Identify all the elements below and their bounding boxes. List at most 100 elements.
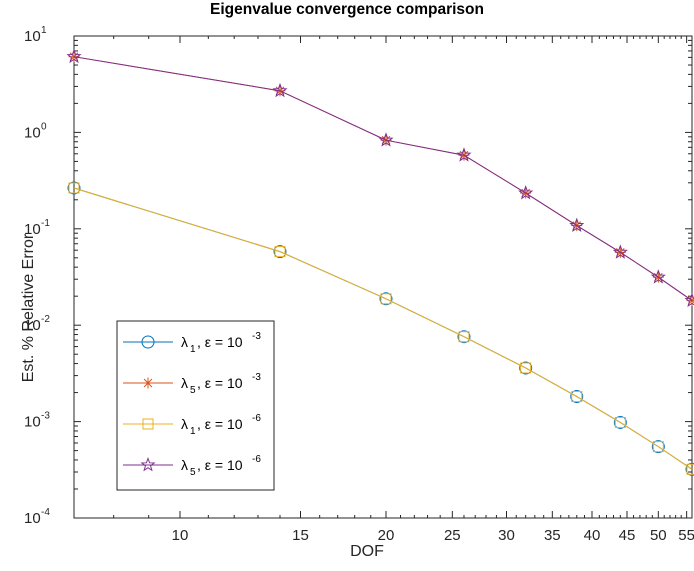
legend-exponent: -3 <box>252 331 261 342</box>
legend-exponent: -6 <box>252 454 261 465</box>
marker-pentagram <box>272 82 288 98</box>
marker-circle <box>613 415 627 429</box>
x-tick-label: 10 <box>172 527 189 544</box>
data-point-series-3 <box>652 441 664 453</box>
data-point-series-3 <box>458 331 470 343</box>
legend-marker-3 <box>142 418 154 430</box>
legend-symbol: λ <box>181 334 188 350</box>
x-tick-label: 50 <box>650 527 667 544</box>
data-point-series-1 <box>685 462 694 476</box>
y-axis-label: Est. % Relative Error <box>20 233 37 383</box>
marker-pentagram <box>456 147 472 162</box>
data-point-series-3 <box>614 416 626 428</box>
legend-text: , ε = 10 <box>197 416 243 432</box>
data-point-series-3 <box>571 391 583 403</box>
y-tick-exponent: -4 <box>41 507 50 518</box>
x-tick-label: 25 <box>444 527 461 544</box>
y-tick-exponent: -1 <box>41 218 50 229</box>
data-point-series-1 <box>651 440 665 454</box>
data-point-series-4 <box>66 48 82 64</box>
data-point-series-4 <box>456 147 472 162</box>
data-point-series-1 <box>519 361 533 375</box>
marker-circle <box>651 440 665 454</box>
data-point-series-4 <box>569 217 585 233</box>
legend-subscript: 5 <box>190 467 196 478</box>
marker-circle <box>67 181 81 195</box>
marker-circle <box>685 462 694 476</box>
chart-title: Eigenvalue convergence comparison <box>210 1 484 18</box>
marker-pentagram <box>684 292 694 308</box>
marker-circle <box>457 330 471 344</box>
data-point-series-4 <box>612 244 628 259</box>
marker-square <box>380 293 392 305</box>
legend-symbol: λ <box>181 457 188 473</box>
x-tick-label: 55 <box>678 527 694 544</box>
series-line-3 <box>73 187 693 470</box>
y-tick-exponent: 0 <box>41 121 47 132</box>
legend-box <box>116 320 275 491</box>
y-tick-exponent: 1 <box>41 25 47 36</box>
x-tick-label: 40 <box>584 527 601 544</box>
marker-square <box>520 362 532 374</box>
legend-exponent: -3 <box>252 372 261 383</box>
marker-circle <box>273 245 287 259</box>
marker-pentagram <box>140 457 156 472</box>
marker-square <box>142 418 154 430</box>
marker-pentagram <box>518 185 534 200</box>
data-point-series-4 <box>650 269 666 284</box>
marker-square <box>614 416 626 428</box>
marker-pentagram <box>612 244 628 259</box>
y-tick-label: 10 <box>24 124 41 141</box>
legend-text: , ε = 10 <box>197 334 243 350</box>
marker-pentagram <box>378 132 394 147</box>
data-point-series-1 <box>379 292 393 306</box>
marker-square <box>458 331 470 343</box>
y-tick-label: 10 <box>24 414 41 431</box>
data-point-series-3 <box>520 362 532 374</box>
legend-exponent: -6 <box>252 413 261 424</box>
data-point-series-4 <box>684 292 694 308</box>
legend-subscript: 5 <box>190 385 196 396</box>
legend-subscript: 1 <box>190 344 196 355</box>
legend-symbol: λ <box>181 416 188 432</box>
marker-circle <box>141 335 155 349</box>
legend-marker-2 <box>142 377 154 389</box>
data-point-series-3 <box>380 293 392 305</box>
x-tick-label: 20 <box>378 527 395 544</box>
y-tick-label: 10 <box>24 510 41 527</box>
data-point-series-1 <box>570 390 584 404</box>
legend-text: , ε = 10 <box>197 457 243 473</box>
x-tick-label: 35 <box>544 527 561 544</box>
data-point-series-3 <box>68 182 80 194</box>
y-tick-exponent: -3 <box>41 411 50 422</box>
marker-asterisk-d2 <box>143 378 153 388</box>
y-tick-label: 10 <box>24 28 41 45</box>
data-point-series-3 <box>274 246 286 258</box>
marker-pentagram <box>569 217 585 233</box>
legend-marker-1 <box>141 335 155 349</box>
data-point-series-4 <box>518 185 534 200</box>
marker-circle <box>570 390 584 404</box>
marker-square <box>274 246 286 258</box>
data-point-series-1 <box>67 181 81 195</box>
marker-square <box>571 391 583 403</box>
legend-subscript: 1 <box>190 426 196 437</box>
data-point-series-1 <box>457 330 471 344</box>
series-line-4 <box>73 56 693 302</box>
marker-square <box>68 182 80 194</box>
data-point-series-4 <box>272 82 288 98</box>
x-axis-label: DOF <box>350 543 384 560</box>
x-tick-label: 45 <box>619 527 636 544</box>
x-tick-label: 30 <box>498 527 515 544</box>
legend-text: , ε = 10 <box>197 375 243 391</box>
y-tick-exponent: -2 <box>41 314 50 325</box>
legend-marker-4 <box>140 457 156 472</box>
marker-pentagram <box>66 48 82 64</box>
x-tick-label: 15 <box>292 527 309 544</box>
legend-symbol: λ <box>181 375 188 391</box>
data-point-series-4 <box>378 132 394 147</box>
marker-pentagram <box>650 269 666 284</box>
y-tick-label: 10 <box>24 317 41 334</box>
